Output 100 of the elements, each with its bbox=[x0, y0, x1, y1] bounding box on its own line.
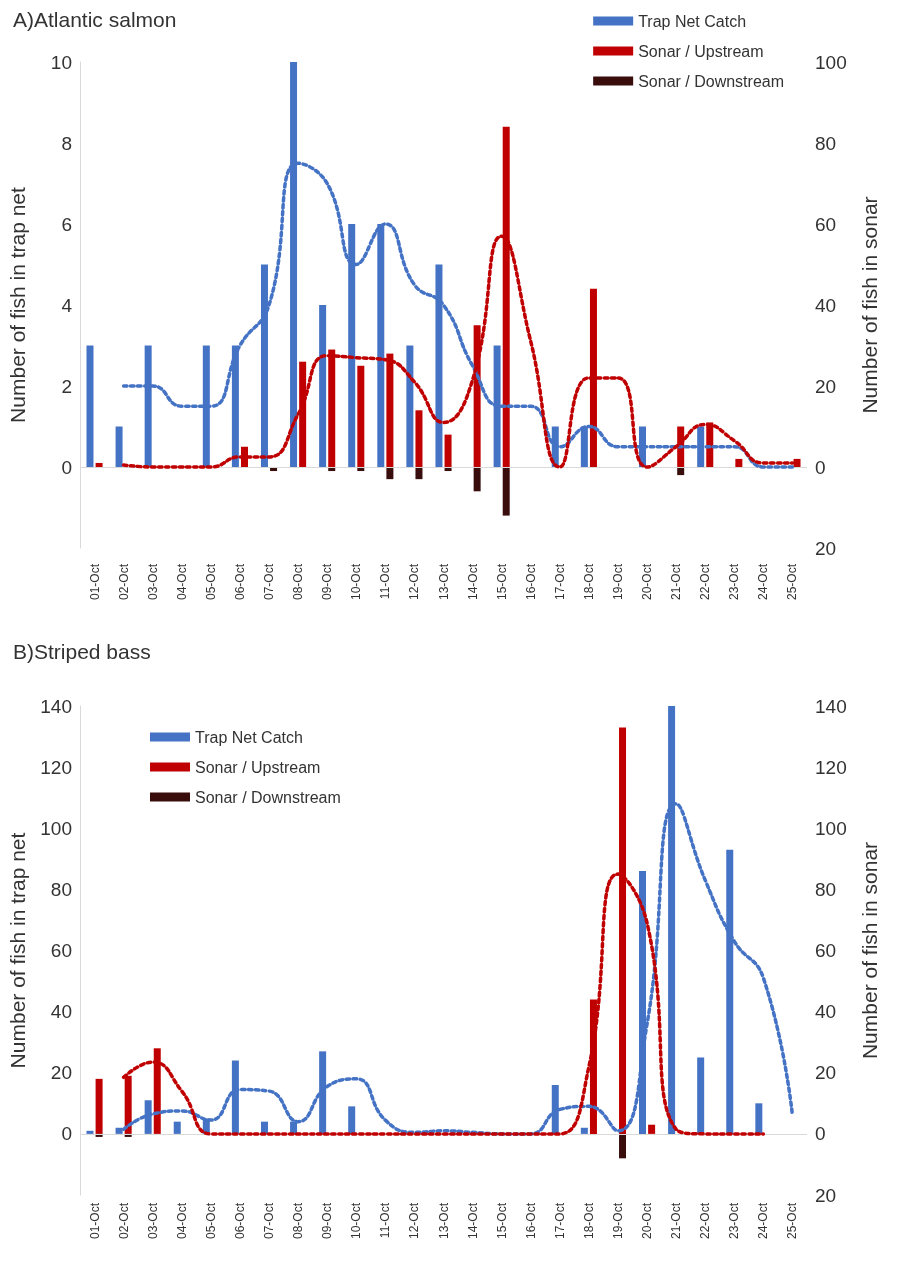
bar bbox=[348, 1106, 356, 1134]
y-tick-label: 40 bbox=[50, 1001, 72, 1023]
x-tick-label: 15-Oct bbox=[494, 563, 509, 601]
x-tick-label: 07-Oct bbox=[262, 563, 277, 601]
x-tick-label: 19-Oct bbox=[610, 563, 625, 601]
y2-tick-label: 80 bbox=[815, 878, 837, 900]
y-tick-label: 2 bbox=[61, 375, 72, 397]
x-tick-label: 04-Oct bbox=[174, 1202, 189, 1240]
y2-tick-label: 100 bbox=[815, 51, 847, 73]
y2-tick-label: 20 bbox=[815, 537, 837, 559]
y-tick-label: 120 bbox=[40, 756, 72, 778]
x-tick-label: 17-Oct bbox=[552, 563, 567, 601]
y2-tick-label: 80 bbox=[815, 132, 837, 154]
x-tick-label: 16-Oct bbox=[523, 563, 538, 601]
x-tick-label: 24-Oct bbox=[756, 1202, 771, 1240]
y-axis-title: Number of fish in trap net bbox=[6, 832, 29, 1069]
x-tick-label: 03-Oct bbox=[145, 1202, 160, 1240]
y-tick-label: 10 bbox=[50, 51, 72, 73]
y2-tick-label: 20 bbox=[815, 1062, 837, 1084]
x-tick-label: 10-Oct bbox=[349, 1202, 364, 1240]
x-tick-label: 13-Oct bbox=[436, 1202, 451, 1240]
bar bbox=[115, 426, 123, 467]
y-tick-label: 60 bbox=[50, 940, 72, 961]
x-tick-label: 14-Oct bbox=[465, 563, 480, 601]
x-tick-label: 05-Oct bbox=[203, 1202, 218, 1240]
x-tick-label: 02-Oct bbox=[116, 1202, 131, 1240]
x-tick-label: 07-Oct bbox=[262, 1202, 277, 1240]
y2-tick-label: 40 bbox=[815, 1001, 837, 1023]
x-tick-label: 02-Oct bbox=[116, 563, 131, 601]
bar bbox=[86, 1130, 94, 1134]
bar bbox=[444, 434, 452, 467]
y2-tick-label: 100 bbox=[815, 817, 847, 839]
y-tick-label: 20 bbox=[50, 1062, 72, 1084]
x-tick-label: 11-Oct bbox=[378, 1202, 393, 1239]
y-tick-label: 4 bbox=[61, 294, 73, 316]
legend-label: Sonar / Downstream bbox=[195, 788, 341, 806]
x-tick-label: 18-Oct bbox=[581, 1202, 596, 1240]
legend-label: Sonar / Downstream bbox=[638, 72, 785, 90]
x-tick-label: 10-Oct bbox=[349, 563, 364, 601]
x-tick-label: 21-Oct bbox=[669, 1202, 684, 1240]
x-tick-label: 11-Oct bbox=[378, 563, 393, 600]
y-tick-label: 0 bbox=[61, 1123, 72, 1145]
x-tick-label: 20-Oct bbox=[640, 1202, 655, 1240]
x-tick-label: 23-Oct bbox=[727, 1202, 742, 1240]
x-tick-label: 21-Oct bbox=[669, 563, 684, 601]
y2-tick-label: 20 bbox=[815, 1184, 837, 1206]
bar bbox=[735, 458, 743, 467]
x-tick-label: 09-Oct bbox=[320, 1202, 335, 1240]
x-tick-label: 06-Oct bbox=[232, 563, 247, 601]
x-tick-label: 17-Oct bbox=[552, 1202, 567, 1240]
y-tick-label: 8 bbox=[61, 132, 72, 154]
y-tick-label: 100 bbox=[40, 817, 72, 839]
y2-tick-label: 40 bbox=[815, 294, 837, 316]
x-tick-label: 14-Oct bbox=[465, 1202, 480, 1240]
y2-tick-label: 60 bbox=[815, 213, 837, 235]
x-tick-label: 01-Oct bbox=[87, 563, 102, 601]
x-tick-label: 01-Oct bbox=[87, 1202, 102, 1240]
legend-label: Sonar / Upstream bbox=[638, 42, 764, 60]
x-tick-label: 15-Oct bbox=[494, 1202, 509, 1240]
x-tick-label: 22-Oct bbox=[698, 1202, 713, 1240]
legend-label: Trap Net Catch bbox=[195, 728, 303, 746]
x-tick-label: 08-Oct bbox=[291, 1202, 306, 1240]
bar bbox=[473, 467, 481, 492]
bar bbox=[580, 1127, 588, 1134]
x-tick-label: 13-Oct bbox=[436, 563, 451, 601]
x-tick-label: 20-Oct bbox=[640, 563, 655, 601]
x-tick-label: 12-Oct bbox=[407, 1202, 422, 1240]
y-tick-label: 0 bbox=[61, 456, 72, 478]
bar bbox=[415, 467, 423, 480]
bar bbox=[502, 467, 510, 516]
x-tick-label: 18-Oct bbox=[581, 563, 596, 601]
bar bbox=[173, 1121, 181, 1134]
bar bbox=[86, 345, 94, 467]
y2-tick-label: 120 bbox=[815, 756, 847, 778]
y2-tick-label: 20 bbox=[815, 375, 837, 397]
y2-tick-label: 0 bbox=[815, 456, 826, 478]
chart-title: B)Striped bass bbox=[13, 640, 151, 663]
bar bbox=[386, 467, 394, 480]
bar bbox=[648, 1124, 656, 1134]
y2-tick-label: 140 bbox=[815, 695, 847, 717]
x-tick-label: 16-Oct bbox=[523, 1202, 538, 1240]
bar bbox=[406, 345, 414, 467]
y2-axis-title: Number of fish in sonar bbox=[858, 841, 881, 1060]
y2-tick-label: 0 bbox=[815, 1123, 826, 1145]
legend-label: Trap Net Catch bbox=[638, 12, 747, 30]
x-tick-label: 22-Oct bbox=[698, 563, 713, 601]
y-tick-label: 6 bbox=[61, 213, 72, 235]
bar bbox=[95, 1078, 103, 1134]
x-tick-label: 09-Oct bbox=[320, 563, 335, 601]
x-tick-label: 12-Oct bbox=[407, 563, 422, 601]
x-tick-label: 19-Oct bbox=[610, 1202, 625, 1240]
y2-tick-label: 60 bbox=[815, 940, 837, 961]
x-tick-label: 24-Oct bbox=[756, 563, 771, 601]
bar bbox=[619, 1133, 627, 1159]
y-tick-label: 80 bbox=[50, 878, 72, 900]
x-tick-label: 25-Oct bbox=[785, 1202, 800, 1240]
legend-label: Sonar / Upstream bbox=[195, 758, 321, 776]
y-tick-label: 140 bbox=[40, 695, 72, 717]
x-tick-label: 05-Oct bbox=[203, 563, 218, 601]
x-tick-label: 03-Oct bbox=[145, 563, 160, 601]
